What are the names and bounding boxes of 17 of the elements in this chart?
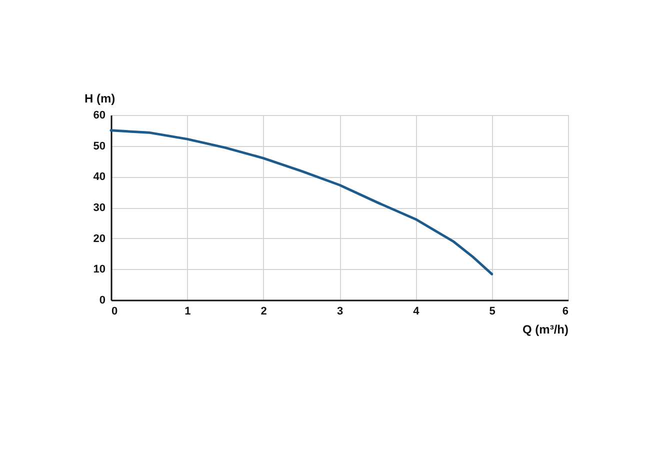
x-tick-label: 2 <box>260 306 267 318</box>
y-tick-label: 30 <box>93 202 106 214</box>
line-series <box>110 129 494 276</box>
y-tick-label: 20 <box>93 232 106 245</box>
x-tick-label: 3 <box>336 306 344 318</box>
y-tick-label: 50 <box>93 140 106 152</box>
x-tick-label: 6 <box>562 306 568 318</box>
y-tick-label: 0 <box>99 294 106 306</box>
y-axis-title: H (m) <box>84 92 116 106</box>
x-tick-label: 0 <box>112 306 118 318</box>
y-tick-label: 10 <box>93 264 106 276</box>
y-tick-label: 40 <box>93 171 106 184</box>
x-axis-title: Q (m³/h) <box>522 322 568 336</box>
x-tick-label: 1 <box>184 306 191 318</box>
x-tick-label: 5 <box>489 306 496 318</box>
x-tick-label: 4 <box>413 306 420 318</box>
y-tick-label: 60 <box>93 110 106 122</box>
